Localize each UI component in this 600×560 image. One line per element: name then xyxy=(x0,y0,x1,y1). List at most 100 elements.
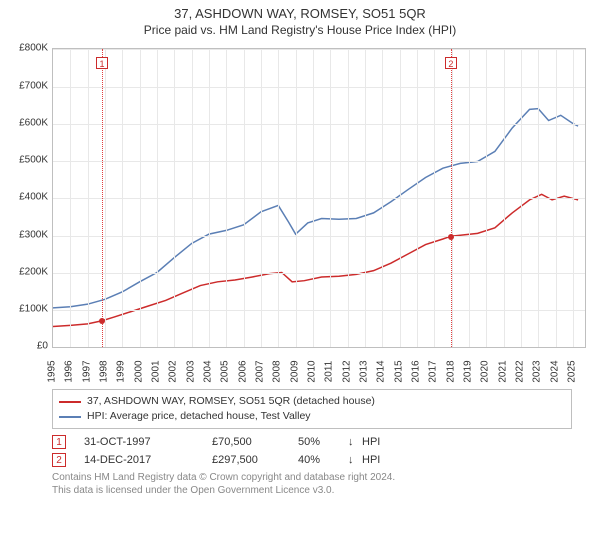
x-tick-label: 2023 xyxy=(532,361,543,383)
footer-line-1: Contains HM Land Registry data © Crown c… xyxy=(52,471,572,484)
legend-swatch xyxy=(59,401,81,403)
x-gridline xyxy=(313,49,314,347)
sale-ref: HPI xyxy=(362,454,380,466)
x-gridline xyxy=(88,49,89,347)
series-price_paid xyxy=(53,195,578,327)
x-gridline xyxy=(278,49,279,347)
x-tick-label: 2010 xyxy=(306,361,317,383)
x-tick-label: 1996 xyxy=(64,361,75,383)
x-gridline xyxy=(244,49,245,347)
x-gridline xyxy=(157,49,158,347)
legend-item: 37, ASHDOWN WAY, ROMSEY, SO51 5QR (detac… xyxy=(59,394,565,409)
x-gridline xyxy=(261,49,262,347)
sales-table: 1 31-OCT-1997£70,50050%↓HPI 2 14-DEC-2017£2… xyxy=(52,435,572,467)
x-tick-label: 2018 xyxy=(445,361,456,383)
footer-line-2: This data is licensed under the Open Gov… xyxy=(52,484,572,497)
x-gridline xyxy=(417,49,418,347)
x-tick-label: 2012 xyxy=(341,361,352,383)
x-gridline xyxy=(538,49,539,347)
x-gridline xyxy=(434,49,435,347)
sale-marker-dot-1 xyxy=(99,318,105,324)
x-gridline xyxy=(140,49,141,347)
x-tick-label: 2006 xyxy=(237,361,248,383)
y-gridline xyxy=(53,236,585,237)
x-tick-label: 2025 xyxy=(566,361,577,383)
y-tick-label: £100K xyxy=(19,304,48,315)
x-gridline xyxy=(573,49,574,347)
x-gridline xyxy=(330,49,331,347)
x-gridline xyxy=(382,49,383,347)
legend-swatch xyxy=(59,416,81,418)
x-gridline xyxy=(226,49,227,347)
y-gridline xyxy=(53,49,585,50)
sale-row: 2 14-DEC-2017£297,50040%↓HPI xyxy=(52,453,572,467)
x-tick-label: 1998 xyxy=(98,361,109,383)
y-tick-label: £400K xyxy=(19,192,48,203)
sale-marker-line-2 xyxy=(451,49,452,347)
sale-pct: 40% xyxy=(298,454,348,466)
y-tick-label: £800K xyxy=(19,43,48,54)
x-tick-label: 2007 xyxy=(254,361,265,383)
x-tick-label: 2016 xyxy=(410,361,421,383)
y-tick-label: £200K xyxy=(19,266,48,277)
x-tick-label: 2024 xyxy=(549,361,560,383)
sale-index-badge: 1 xyxy=(52,435,66,449)
plot-area: 12 xyxy=(52,48,586,348)
x-tick-label: 2000 xyxy=(133,361,144,383)
down-arrow-icon: ↓ xyxy=(348,454,362,466)
chart-area: 12 £0 £100K £200K £300K £400K £500K £600K £700K… xyxy=(8,42,592,387)
x-tick-label: 2017 xyxy=(428,361,439,383)
chart-container: 37, ASHDOWN WAY, ROMSEY, SO51 5QR Price … xyxy=(0,0,600,560)
y-tick-label: £500K xyxy=(19,155,48,166)
y-tick-label: £0 xyxy=(37,341,48,352)
x-tick-label: 2020 xyxy=(480,361,491,383)
x-tick-label: 2014 xyxy=(376,361,387,383)
x-tick-label: 2003 xyxy=(185,361,196,383)
sale-date: 31-OCT-1997 xyxy=(84,436,212,448)
y-tick-label: £300K xyxy=(19,229,48,240)
x-tick-label: 2011 xyxy=(324,361,335,383)
x-gridline xyxy=(504,49,505,347)
y-gridline xyxy=(53,198,585,199)
x-tick-label: 1995 xyxy=(47,361,58,383)
x-gridline xyxy=(556,49,557,347)
x-tick-label: 2021 xyxy=(497,361,508,383)
legend-label: HPI: Average price, detached house, Test… xyxy=(87,409,311,424)
attribution-footer: Contains HM Land Registry data © Crown c… xyxy=(52,471,572,497)
sale-ref: HPI xyxy=(362,436,380,448)
y-gridline xyxy=(53,161,585,162)
x-gridline xyxy=(192,49,193,347)
x-gridline xyxy=(174,49,175,347)
sale-pct: 50% xyxy=(298,436,348,448)
sale-date: 14-DEC-2017 xyxy=(84,454,212,466)
x-gridline xyxy=(348,49,349,347)
x-gridline xyxy=(400,49,401,347)
chart-subtitle: Price paid vs. HM Land Registry's House … xyxy=(8,23,592,39)
y-tick-label: £600K xyxy=(19,117,48,128)
sale-row: 131-OCT-1997£70,50050%↓HPI xyxy=(52,435,572,449)
x-tick-label: 2008 xyxy=(272,361,283,383)
sale-index-badge: 2 xyxy=(52,453,66,467)
y-gridline xyxy=(53,310,585,311)
x-gridline xyxy=(105,49,106,347)
x-gridline xyxy=(469,49,470,347)
sale-price: £70,500 xyxy=(212,436,298,448)
x-gridline xyxy=(521,49,522,347)
legend-item: HPI: Average price, detached house, Test… xyxy=(59,409,565,424)
sale-marker-dot-2 xyxy=(448,234,454,240)
x-gridline xyxy=(296,49,297,347)
x-gridline xyxy=(70,49,71,347)
x-tick-label: 2005 xyxy=(220,361,231,383)
x-gridline xyxy=(209,49,210,347)
x-tick-label: 2002 xyxy=(168,361,179,383)
y-gridline xyxy=(53,87,585,88)
chart-title: 37, ASHDOWN WAY, ROMSEY, SO51 5QR xyxy=(8,6,592,23)
sale-marker-line-1 xyxy=(102,49,103,347)
sale-price: £297,500 xyxy=(212,454,298,466)
x-tick-label: 2019 xyxy=(462,361,473,383)
x-tick-label: 2022 xyxy=(514,361,525,383)
y-tick-label: £700K xyxy=(19,80,48,91)
legend: 37, ASHDOWN WAY, ROMSEY, SO51 5QR (detac… xyxy=(52,389,572,428)
legend-label: 37, ASHDOWN WAY, ROMSEY, SO51 5QR (detac… xyxy=(87,394,375,409)
x-tick-label: 1999 xyxy=(116,361,127,383)
